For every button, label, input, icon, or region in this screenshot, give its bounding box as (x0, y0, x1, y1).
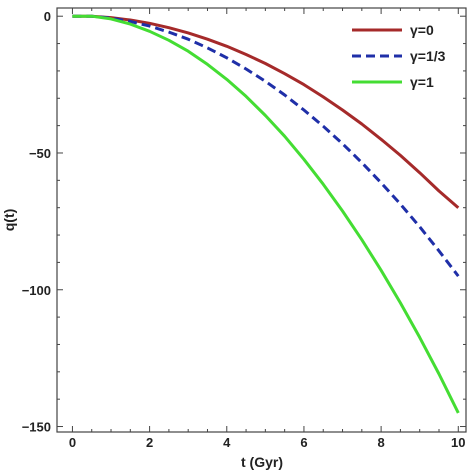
x-axis-label: t (Gyr) (241, 454, 283, 470)
x-tick-label: 10 (451, 435, 465, 450)
x-tick-label: 2 (146, 435, 153, 450)
y-tick-label: −100 (22, 283, 51, 298)
axis-ticks: 0 2 4 6 8 10 0 −50 −100 −150 (22, 8, 466, 450)
y-tick-label: −50 (29, 146, 51, 161)
x-tick-label: 0 (69, 435, 76, 450)
y-tick-label: −150 (22, 420, 51, 435)
series-layer (72, 14, 460, 414)
x-tick-label: 8 (377, 435, 384, 450)
y-axis-label: q(t) (1, 209, 17, 232)
legend: γ=0 γ=1/3 γ=1 (352, 22, 446, 90)
legend-label-2: γ=1/3 (410, 48, 446, 64)
legend-label-1: γ=0 (410, 22, 434, 38)
y-tick-label: 0 (44, 9, 51, 24)
series-line-1 (72, 14, 460, 209)
x-tick-label: 4 (223, 435, 231, 450)
x-tick-label: 6 (300, 435, 307, 450)
legend-label-3: γ=1 (410, 74, 434, 90)
plot-frame (56, 7, 467, 433)
series-line-2 (72, 14, 460, 278)
series-line-3 (72, 14, 460, 414)
